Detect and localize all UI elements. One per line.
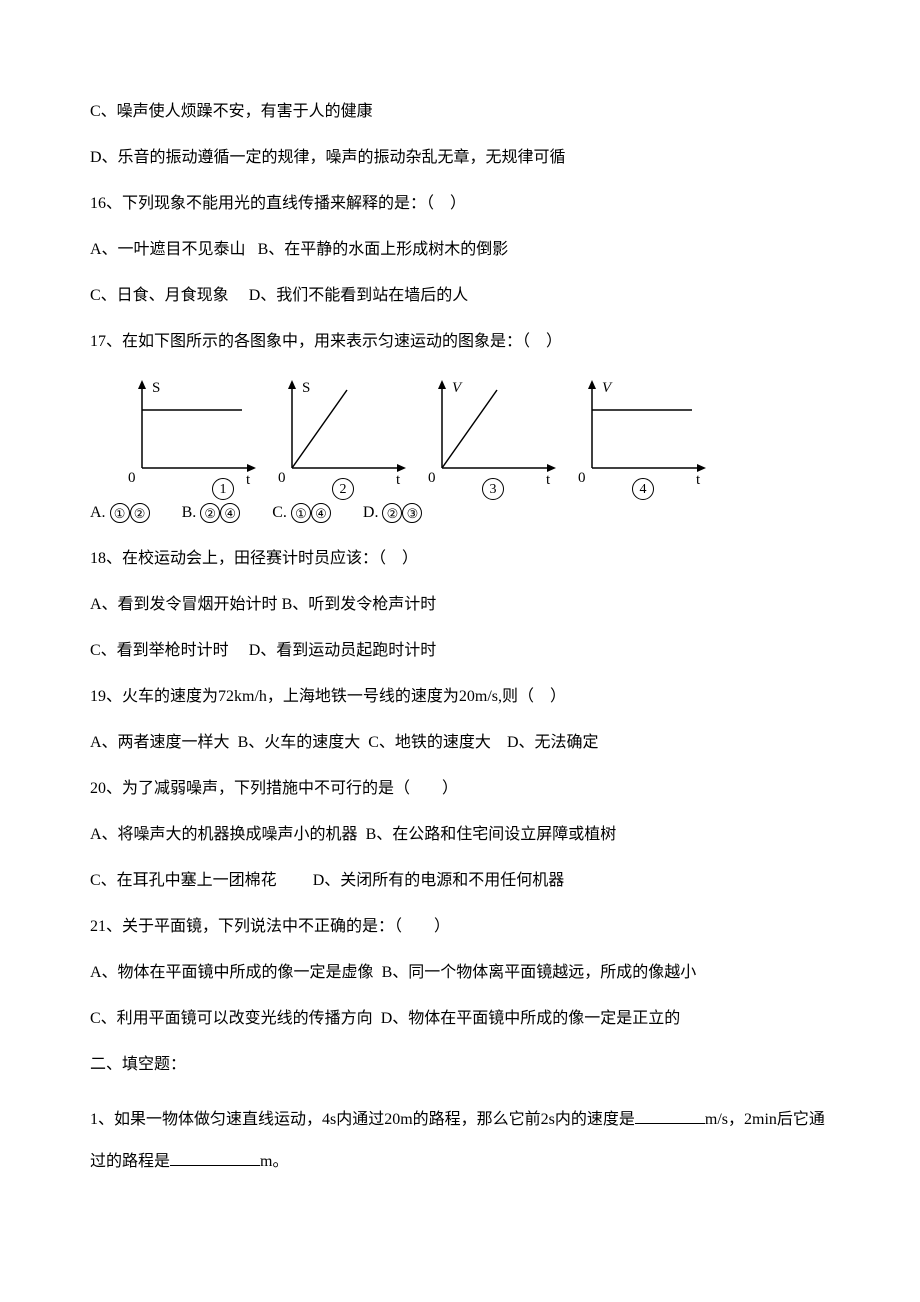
chart-number-icon: 3 <box>482 478 504 500</box>
blank-input[interactable] <box>635 1108 705 1124</box>
q20-option-a: A、将噪声大的机器换成噪声小的机器 <box>90 826 358 843</box>
fill1-unit1: m/s <box>705 1111 728 1128</box>
q16-row-ab: A、一叶遮目不见泰山 B、在平静的水面上形成树木的倒影 <box>90 238 830 262</box>
q21-option-b: B、同一个物体离平面镜越远，所成的像越小 <box>382 964 697 981</box>
num-icon: ① <box>291 503 311 523</box>
q16-row-cd: C、日食、月食现象 D、我们不能看到站在墙后的人 <box>90 284 830 308</box>
chart-number-icon: 2 <box>332 478 354 500</box>
q19-option-d: D、无法确定 <box>507 734 599 751</box>
chart-svg: Vt 0 <box>570 376 710 486</box>
q15-option-c: C、噪声使人烦躁不安，有害于人的健康 <box>90 100 830 124</box>
svg-text:0: 0 <box>428 470 436 486</box>
svg-text:0: 0 <box>128 470 136 486</box>
chart-svg: Vt 0 <box>420 376 560 486</box>
q21-option-c: C、利用平面镜可以改变光线的传播方向 <box>90 1010 373 1027</box>
blank-input[interactable] <box>170 1150 260 1166</box>
q19-row: A、两者速度一样大 B、火车的速度大 C、地铁的速度大 D、无法确定 <box>90 731 830 755</box>
svg-text:V: V <box>452 380 463 396</box>
svg-text:t: t <box>246 472 251 486</box>
num-icon: ② <box>382 503 402 523</box>
num-icon: ④ <box>220 503 240 523</box>
svg-text:t: t <box>396 472 401 486</box>
q17-charts: St01St02Vt03Vt04 <box>120 376 830 496</box>
q21-row-ab: A、物体在平面镜中所成的像一定是虚像 B、同一个物体离平面镜越远，所成的像越小 <box>90 961 830 985</box>
svg-text:0: 0 <box>278 470 286 486</box>
q18-row-cd: C、看到举枪时计时 D、看到运动员起跑时计时 <box>90 639 830 663</box>
chart-item: St02 <box>270 376 410 496</box>
section2-title: 二、填空题： <box>90 1053 830 1077</box>
q21-stem: 21、关于平面镜，下列说法中不正确的是：（ ） <box>90 915 830 939</box>
q17-option-c: C. ①④ <box>272 501 331 525</box>
q18-stem: 18、在校运动会上，田径赛计时员应该：（ ） <box>90 547 830 571</box>
q20-stem: 20、为了减弱噪声，下列措施中不可行的是（ ） <box>90 777 830 801</box>
q18-option-a: A、看到发令冒烟开始计时 <box>90 596 278 613</box>
label: A. <box>90 504 106 521</box>
q18-row-ab: A、看到发令冒烟开始计时 B、听到发令枪声计时 <box>90 593 830 617</box>
num-icon: ② <box>130 503 150 523</box>
q18-option-c: C、看到举枪时计时 <box>90 642 229 659</box>
label: D. <box>363 504 379 521</box>
q16-stem: 16、下列现象不能用光的直线传播来解释的是：（ ） <box>90 192 830 216</box>
q16-option-a: A、一叶遮目不见泰山 <box>90 241 246 258</box>
q17-option-a: A. ①② <box>90 501 150 525</box>
svg-text:S: S <box>302 380 310 396</box>
fill1-unit2: m。 <box>260 1153 288 1170</box>
q17-stem: 17、在如下图所示的各图象中，用来表示匀速运动的图象是：（ ） <box>90 330 830 354</box>
label: C. <box>272 504 287 521</box>
svg-text:0: 0 <box>578 470 586 486</box>
svg-text:V: V <box>602 380 613 396</box>
chart-number-icon: 4 <box>632 478 654 500</box>
q20-row-ab: A、将噪声大的机器换成噪声小的机器 B、在公路和住宅间设立屏障或植树 <box>90 823 830 847</box>
num-icon: ④ <box>311 503 331 523</box>
chart-number-icon: 1 <box>212 478 234 500</box>
chart-item: St01 <box>120 376 260 496</box>
q21-option-a: A、物体在平面镜中所成的像一定是虚像 <box>90 964 374 981</box>
svg-text:t: t <box>546 472 551 486</box>
q16-option-d: D、我们不能看到站在墙后的人 <box>249 287 469 304</box>
label: B. <box>182 504 197 521</box>
chart-item: Vt04 <box>570 376 710 496</box>
q16-option-b: B、在平静的水面上形成树木的倒影 <box>258 241 509 258</box>
num-icon: ③ <box>402 503 422 523</box>
q18-option-b: B、听到发令枪声计时 <box>282 596 437 613</box>
svg-text:t: t <box>696 472 701 486</box>
q16-option-c: C、日食、月食现象 <box>90 287 229 304</box>
svg-text:S: S <box>152 380 160 396</box>
num-icon: ② <box>200 503 220 523</box>
fill1-pre: 1、如果一物体做匀速直线运动，4s内通过20m的路程，那么它前2s内的速度是 <box>90 1111 635 1128</box>
q21-row-cd: C、利用平面镜可以改变光线的传播方向 D、物体在平面镜中所成的像一定是正立的 <box>90 1007 830 1031</box>
fill1: 1、如果一物体做匀速直线运动，4s内通过20m的路程，那么它前2s内的速度是 m/… <box>90 1099 830 1182</box>
chart-svg: St 0 <box>120 376 260 486</box>
chart-item: Vt03 <box>420 376 560 496</box>
chart-svg: St 0 <box>270 376 410 486</box>
q20-option-d: D、关闭所有的电源和不用任何机器 <box>313 872 565 889</box>
q20-option-c: C、在耳孔中塞上一团棉花 <box>90 872 277 889</box>
q19-option-c: C、地铁的速度大 <box>368 734 491 751</box>
q20-row-cd: C、在耳孔中塞上一团棉花 D、关闭所有的电源和不用任何机器 <box>90 869 830 893</box>
q17-options: A. ①② B. ②④ C. ①④ D. ②③ <box>90 501 830 525</box>
q19-option-b: B、火车的速度大 <box>238 734 361 751</box>
q17-option-d: D. ②③ <box>363 501 423 525</box>
q19-stem: 19、火车的速度为72km/h，上海地铁一号线的速度为20m/s,则（ ） <box>90 685 830 709</box>
q20-option-b: B、在公路和住宅间设立屏障或植树 <box>366 826 617 843</box>
q19-option-a: A、两者速度一样大 <box>90 734 230 751</box>
num-icon: ① <box>110 503 130 523</box>
q21-option-d: D、物体在平面镜中所成的像一定是正立的 <box>381 1010 681 1027</box>
q18-option-d: D、看到运动员起跑时计时 <box>249 642 437 659</box>
q17-option-b: B. ②④ <box>182 501 241 525</box>
q15-option-d: D、乐音的振动遵循一定的规律，噪声的振动杂乱无章，无规律可循 <box>90 146 830 170</box>
